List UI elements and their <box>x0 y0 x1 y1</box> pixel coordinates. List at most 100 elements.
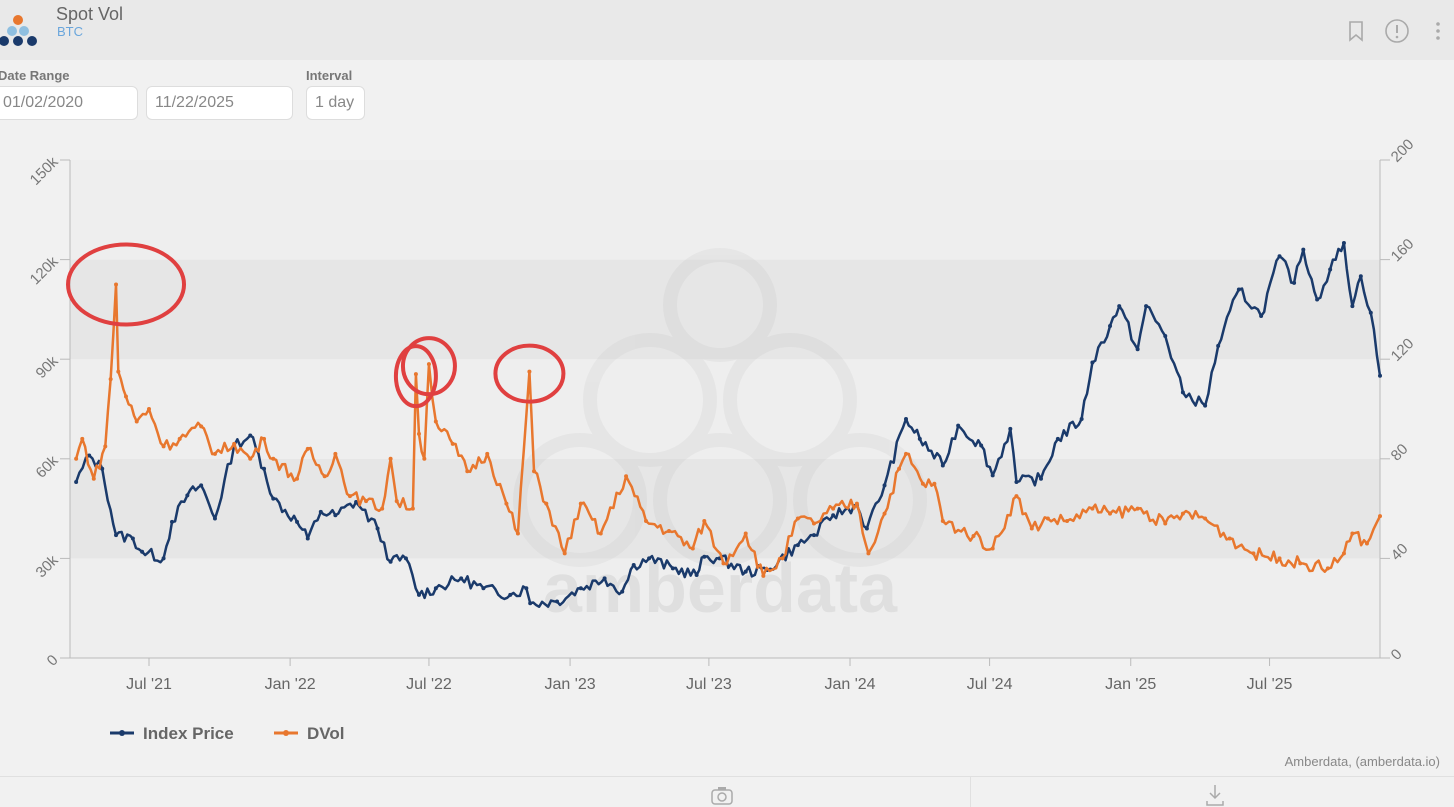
data-point <box>1236 287 1241 292</box>
x-tick-label: Jan '24 <box>824 676 875 693</box>
data-point <box>864 526 869 531</box>
download-icon[interactable] <box>1204 783 1226 807</box>
data-point <box>422 456 427 461</box>
data-point <box>854 503 859 508</box>
data-point <box>1117 304 1122 309</box>
data-point <box>416 592 421 597</box>
data-point <box>1144 304 1149 309</box>
right-tick-label: 120 <box>1388 335 1418 365</box>
data-point <box>459 576 464 581</box>
chart-credit[interactable]: Amberdata, (amberdata.io) <box>1284 754 1440 769</box>
left-tick-label: 90k <box>33 352 62 381</box>
data-point <box>1325 566 1330 571</box>
data-point <box>811 533 816 538</box>
data-point <box>811 521 816 526</box>
data-point <box>780 556 785 561</box>
data-point <box>670 566 675 571</box>
data-point <box>485 451 490 456</box>
x-tick-label: Jul '23 <box>686 676 732 693</box>
data-point <box>1065 519 1070 524</box>
data-point <box>882 511 887 516</box>
data-point <box>854 501 859 506</box>
data-point <box>831 513 836 518</box>
data-point <box>904 451 909 456</box>
data-point <box>904 416 909 421</box>
data-point <box>562 551 567 556</box>
data-point <box>394 499 399 504</box>
data-point <box>80 436 85 441</box>
data-point <box>1055 436 1060 441</box>
data-point <box>990 473 995 478</box>
data-point <box>1108 511 1113 516</box>
data-point <box>347 494 352 499</box>
start-date-input[interactable]: 01/02/2020 <box>0 86 138 120</box>
annotation-circle <box>400 336 457 397</box>
x-tick-label: Jul '21 <box>126 676 172 693</box>
x-tick-label: Jan '22 <box>265 676 316 693</box>
data-point <box>897 466 902 471</box>
legend-item: DVol <box>307 724 344 743</box>
data-point <box>1135 506 1140 511</box>
data-point <box>146 407 151 411</box>
more-vertical-icon[interactable] <box>1434 20 1442 42</box>
data-point <box>123 394 128 399</box>
data-point <box>515 531 520 536</box>
data-point <box>388 559 393 564</box>
data-point <box>1029 526 1034 531</box>
data-point <box>481 586 486 591</box>
data-point <box>87 453 92 458</box>
data-point <box>232 441 237 446</box>
data-point <box>108 377 113 382</box>
data-point <box>305 536 310 541</box>
camera-icon[interactable] <box>710 785 734 805</box>
data-point <box>433 586 438 591</box>
data-point <box>765 568 770 573</box>
data-point <box>271 456 276 461</box>
series-line-index-price <box>74 241 1382 608</box>
data-point <box>1259 314 1264 319</box>
data-point <box>413 372 418 377</box>
data-point <box>248 456 253 461</box>
data-point <box>1163 521 1168 526</box>
legend-item: Index Price <box>143 724 234 743</box>
interval-select[interactable]: 1 day <box>306 86 365 120</box>
series-line-dvol <box>74 283 1382 578</box>
grid-band <box>70 458 1380 559</box>
date-range-label: Date Range <box>0 68 70 83</box>
data-point <box>74 480 79 485</box>
data-point <box>185 493 190 498</box>
data-point <box>1135 347 1140 352</box>
data-point <box>1378 373 1382 378</box>
widget-title: Spot Vol <box>56 4 124 24</box>
data-point <box>333 451 338 456</box>
data-point <box>1038 476 1043 481</box>
data-point <box>979 443 984 448</box>
bookmark-icon[interactable] <box>1346 20 1366 42</box>
data-point <box>426 362 431 367</box>
data-point <box>318 509 323 514</box>
data-point <box>262 466 267 471</box>
data-point <box>199 424 204 429</box>
data-point <box>1315 297 1320 302</box>
end-date-input[interactable]: 11/22/2025 <box>146 86 293 120</box>
data-point <box>1203 403 1208 408</box>
data-point <box>1364 541 1369 546</box>
data-point <box>743 531 748 536</box>
data-point <box>544 501 549 506</box>
data-point <box>1350 304 1355 309</box>
x-tick-label: Jan '23 <box>545 676 596 693</box>
data-point <box>620 589 625 594</box>
data-point <box>717 556 722 561</box>
info-icon[interactable] <box>1384 18 1410 44</box>
data-point <box>177 436 182 441</box>
x-tick-label: Jan '25 <box>1105 676 1156 693</box>
data-point <box>971 533 976 538</box>
data-point <box>1341 551 1346 556</box>
legend-marker <box>283 730 289 736</box>
data-point <box>232 443 237 448</box>
data-point <box>667 529 672 534</box>
data-point <box>450 441 455 446</box>
data-point <box>795 543 800 548</box>
data-point <box>134 419 139 424</box>
data-point <box>416 431 421 436</box>
